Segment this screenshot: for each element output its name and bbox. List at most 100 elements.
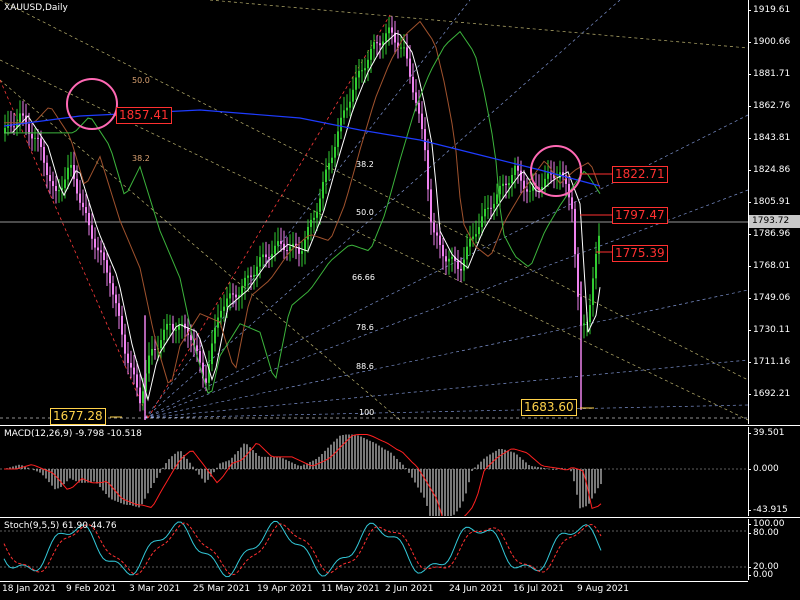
fib-fan-line: [145, 0, 620, 418]
candle-body: [511, 175, 513, 183]
candle-body: [55, 186, 57, 191]
candle-body: [373, 42, 375, 49]
macd-canvas[interactable]: [0, 427, 748, 516]
candle-body: [277, 241, 279, 246]
candle-body: [328, 163, 330, 169]
pane-divider[interactable]: [0, 517, 800, 518]
candle-body: [76, 179, 78, 194]
candle-body: [244, 278, 246, 286]
date-tick: 25 Mar 2021: [193, 584, 250, 594]
candle-body: [127, 354, 129, 363]
candle-body: [370, 49, 372, 60]
candle-body: [43, 147, 45, 163]
candle-body: [457, 261, 459, 269]
candle-body: [70, 165, 72, 168]
date-tick: 3 Mar 2021: [129, 584, 180, 594]
candle-body: [466, 247, 468, 260]
candle-body: [313, 218, 315, 220]
candle-body: [166, 324, 168, 330]
price-label-1683: 1683.60: [521, 399, 577, 416]
candle-body: [235, 295, 237, 298]
candle-body: [49, 175, 51, 181]
candle-body: [67, 168, 69, 180]
candle-body: [301, 251, 303, 254]
stoch-axis[interactable]: 100.00 80.00 20.00 0.00: [748, 519, 800, 580]
candle-body: [442, 245, 444, 256]
candle-body: [589, 305, 591, 322]
fib-level-382: 38.2: [356, 160, 374, 169]
candle-body: [268, 257, 270, 258]
candle-body: [286, 250, 288, 251]
price-tick: 1805.91: [753, 197, 790, 207]
fib-level-666: 66.66: [352, 273, 375, 282]
candle-body: [196, 345, 198, 351]
price-label-1677: 1677.28: [50, 408, 106, 425]
candle-body: [172, 324, 174, 330]
price-tick: 1900.66: [753, 37, 790, 47]
candle-body: [148, 356, 150, 374]
candle-body: [415, 92, 417, 102]
candle-body: [520, 171, 522, 181]
candle-body: [460, 269, 462, 271]
candle-body: [334, 147, 336, 158]
candle-body: [409, 59, 411, 77]
ma-fast-line: [4, 33, 600, 399]
macd-axis[interactable]: 39.501 0.000 -43.915: [748, 427, 800, 516]
price-chart-pane[interactable]: XAUUSD,Daily 50.0 38.2 38.2 50.0 66.66 7…: [0, 0, 748, 424]
candle-body: [118, 303, 120, 316]
fib-fan-line: [145, 360, 748, 418]
candle-body: [133, 368, 135, 375]
candle-body: [316, 212, 318, 218]
trend-line: [210, 0, 748, 48]
candle-body: [22, 113, 24, 115]
stoch-pane[interactable]: Stoch(9,5,5) 61.90 44.76: [0, 519, 748, 580]
highlight-circle: [67, 79, 117, 129]
stoch-tick: 80.00: [753, 528, 779, 538]
candle-body: [592, 278, 594, 305]
candle-body: [253, 275, 255, 277]
price-tick: 1692.21: [753, 389, 790, 399]
candle-body: [427, 150, 429, 189]
pane-divider[interactable]: [0, 425, 800, 426]
ma-medium-line: [4, 22, 600, 383]
candle-body: [307, 227, 309, 240]
candle-body: [319, 198, 321, 211]
candle-body: [121, 316, 123, 335]
candle-body: [4, 128, 6, 133]
candle-body: [469, 239, 471, 247]
candle-body: [343, 110, 345, 117]
candle-body: [475, 234, 477, 236]
price-tick: 1881.71: [753, 69, 790, 79]
candle-body: [481, 216, 483, 227]
candle-body: [109, 273, 111, 284]
candle-body: [190, 335, 192, 340]
fib-level-786: 78.6: [356, 323, 374, 332]
macd-pane[interactable]: MACD(12,26,9) -9.798 -10.518: [0, 427, 748, 516]
candle-body: [346, 108, 348, 111]
candle-body: [451, 257, 453, 259]
candle-body: [424, 129, 426, 150]
zigzag-line: [148, 15, 390, 418]
candle-body: [232, 293, 234, 294]
candle-body: [412, 77, 414, 93]
current-price-marker: 1793.72: [749, 215, 800, 228]
candle-body: [595, 254, 597, 278]
price-tick: 1919.61: [753, 5, 790, 15]
price-axis[interactable]: 1919.61 1900.66 1881.71 1862.76 1843.81 …: [748, 0, 800, 424]
candle-body: [37, 138, 39, 139]
candle-body: [82, 203, 84, 207]
candle-body: [262, 254, 264, 257]
candle-body: [433, 223, 435, 233]
candle-body: [577, 254, 579, 297]
date-tick: 16 Jul 2021: [513, 584, 564, 594]
candle-body: [376, 42, 378, 43]
stoch-label: Stoch(9,5,5) 61.90 44.76: [4, 521, 117, 531]
candle-body: [403, 47, 405, 48]
candle-body: [169, 324, 171, 325]
price-tick: 1730.11: [753, 325, 790, 335]
candle-body: [358, 71, 360, 78]
macd-tick: 0.000: [753, 464, 779, 474]
price-tick: 1786.96: [753, 229, 790, 239]
date-tick: 2 Jun 2021: [385, 584, 433, 594]
macd-label: MACD(12,26,9) -9.798 -10.518: [4, 429, 142, 439]
